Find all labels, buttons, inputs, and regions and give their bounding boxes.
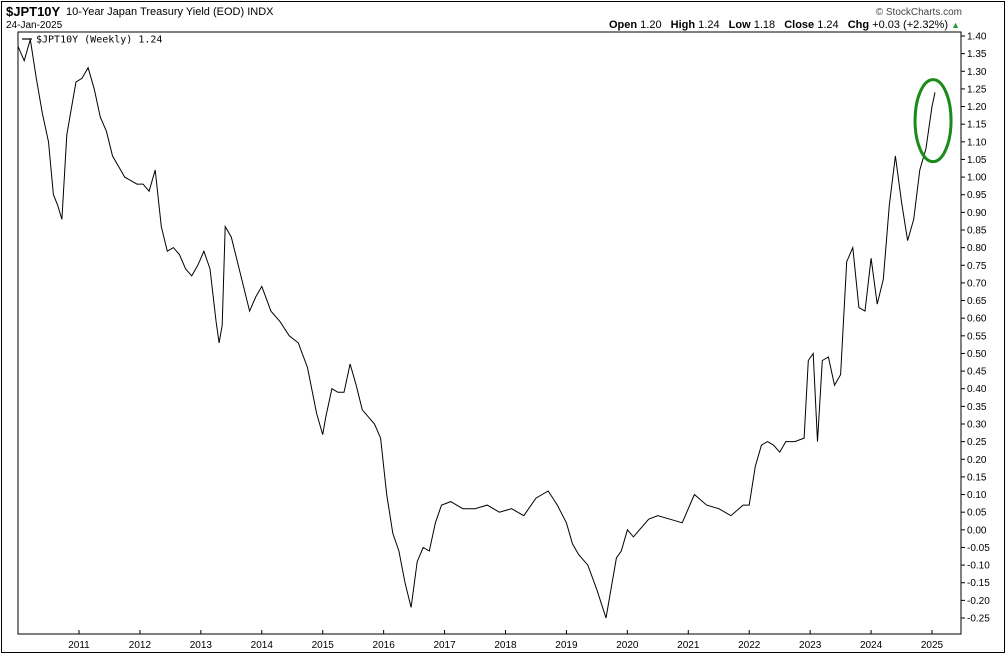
x-axis: 2011 2012 2013 2014 2015 2016 2017 2018 2019 2020… [68,630,944,651]
x-tick-label: 2025 [921,640,944,651]
x-tick-label: 2015 [312,640,335,651]
chart-title: 10-Year Japan Treasury Yield (EOD) INDX [66,6,273,19]
x-tick-label: 2022 [738,640,761,651]
brand-label: © StockCharts.com [875,7,962,18]
y-tick-label: 0.10 [967,490,987,501]
plot-area [17,31,962,635]
y-tick-label: 0.85 [967,226,987,237]
y-tick-label: 1.05 [967,155,987,166]
chg-label: Chg [847,19,870,31]
x-tick-label: 2021 [677,640,700,651]
x-tick-label: 2024 [860,640,883,651]
x-tick-label: 2023 [799,640,822,651]
symbol-label: $JPT10Y [6,4,61,19]
chg-value: +0.03 (+2.32%) [872,19,949,31]
y-tick-label: 0.20 [967,455,987,466]
x-tick-label: 2018 [494,640,517,651]
y-tick-label: 0.55 [967,331,987,342]
x-tick-label: 2017 [433,640,456,651]
y-tick-label: 0.95 [967,190,987,201]
date-label: 24-Jan-2025 [6,20,63,31]
chart-title-text: 10-Year Japan Treasury Yield (EOD) [66,6,245,18]
x-tick-label: 2019 [555,640,578,651]
y-tick-label: 0.45 [967,367,987,378]
y-tick-label: 1.40 [967,32,987,43]
open-label: Open [608,19,638,31]
y-tick-label: -0.05 [967,543,990,554]
exchange-label: INDX [247,6,274,18]
open-value: 1.20 [640,19,662,31]
high-label: High [670,19,696,31]
y-tick-label: 0.15 [967,472,987,483]
y-tick-label: 1.00 [967,173,987,184]
y-tick-label: -0.20 [967,596,990,607]
y-tick-label: -0.25 [967,614,990,625]
y-tick-label: 0.65 [967,296,987,307]
highlight-circle [913,78,953,164]
low-label: Low [728,19,751,31]
series-line [17,39,936,619]
y-tick-label: 0.75 [967,261,987,272]
y-tick-label: 1.25 [967,84,987,95]
x-tick-label: 2013 [190,640,213,651]
legend: $JPT10Y (Weekly) 1.24 [22,35,162,46]
y-tick-label: 0.90 [967,208,987,219]
y-tick-label: -0.10 [967,561,990,572]
y-axis: 1.40 1.35 1.30 1.25 1.20 1.15 1.10 1.05 1.00 0.95… [961,32,990,625]
y-tick-label: 0.70 [967,278,987,289]
ohlc-readout: Open 1.20 High 1.24 Low 1.18 Close 1.24 … [609,19,960,32]
y-tick-label: 1.20 [967,102,987,113]
y-tick-label: 0.80 [967,243,987,254]
x-tick-label: 2014 [251,640,274,651]
high-value: 1.24 [698,19,720,31]
y-tick-label: 0.50 [967,349,987,360]
close-label: Close [784,19,815,31]
x-tick-label: 2011 [68,640,90,651]
y-tick-label: 0.00 [967,525,987,536]
up-arrow-icon: ▲ [951,20,960,30]
close-value: 1.24 [817,19,839,31]
y-tick-label: 1.30 [967,67,987,78]
y-tick-label: 1.15 [967,120,987,131]
y-tick-label: 0.05 [967,508,987,519]
x-tick-label: 2020 [616,640,639,651]
y-tick-label: 0.30 [967,420,987,431]
y-tick-label: -0.15 [967,578,990,589]
y-tick-label: 0.25 [967,437,987,448]
low-value: 1.18 [753,19,776,31]
x-tick-label: 2012 [129,640,152,651]
y-tick-label: 0.35 [967,402,987,413]
y-tick-label: 1.10 [967,137,987,148]
y-tick-label: 1.35 [967,49,987,60]
y-tick-label: 0.40 [967,384,987,395]
legend-label: $JPT10Y (Weekly) 1.24 [36,35,162,46]
x-tick-label: 2016 [373,640,396,651]
y-tick-label: 0.60 [967,314,987,325]
